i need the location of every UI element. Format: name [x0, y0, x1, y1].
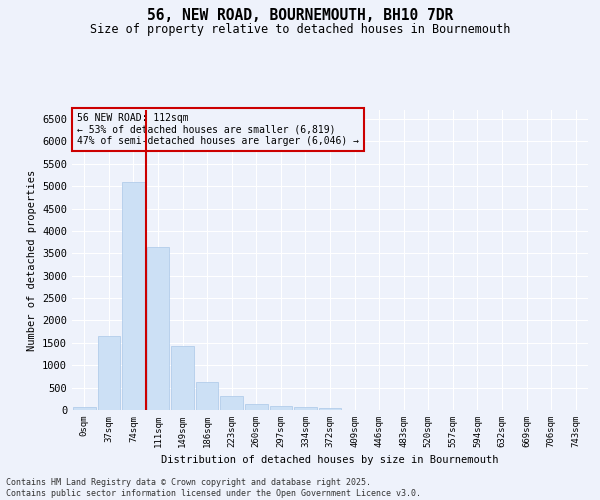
Text: 56, NEW ROAD, BOURNEMOUTH, BH10 7DR: 56, NEW ROAD, BOURNEMOUTH, BH10 7DR [147, 8, 453, 22]
Bar [294, 406, 317, 410]
Bar [220, 396, 243, 410]
Bar [98, 336, 120, 410]
Bar [245, 404, 268, 410]
Bar [269, 406, 292, 410]
Bar [146, 248, 169, 410]
Bar [171, 346, 194, 410]
X-axis label: Distribution of detached houses by size in Bournemouth: Distribution of detached houses by size … [161, 456, 499, 466]
Y-axis label: Number of detached properties: Number of detached properties [26, 170, 37, 350]
Text: Contains HM Land Registry data © Crown copyright and database right 2025.
Contai: Contains HM Land Registry data © Crown c… [6, 478, 421, 498]
Bar [122, 182, 145, 410]
Text: 56 NEW ROAD: 112sqm
← 53% of detached houses are smaller (6,819)
47% of semi-det: 56 NEW ROAD: 112sqm ← 53% of detached ho… [77, 113, 359, 146]
Bar [319, 408, 341, 410]
Bar [73, 406, 95, 410]
Text: Size of property relative to detached houses in Bournemouth: Size of property relative to detached ho… [90, 22, 510, 36]
Bar [196, 382, 218, 410]
